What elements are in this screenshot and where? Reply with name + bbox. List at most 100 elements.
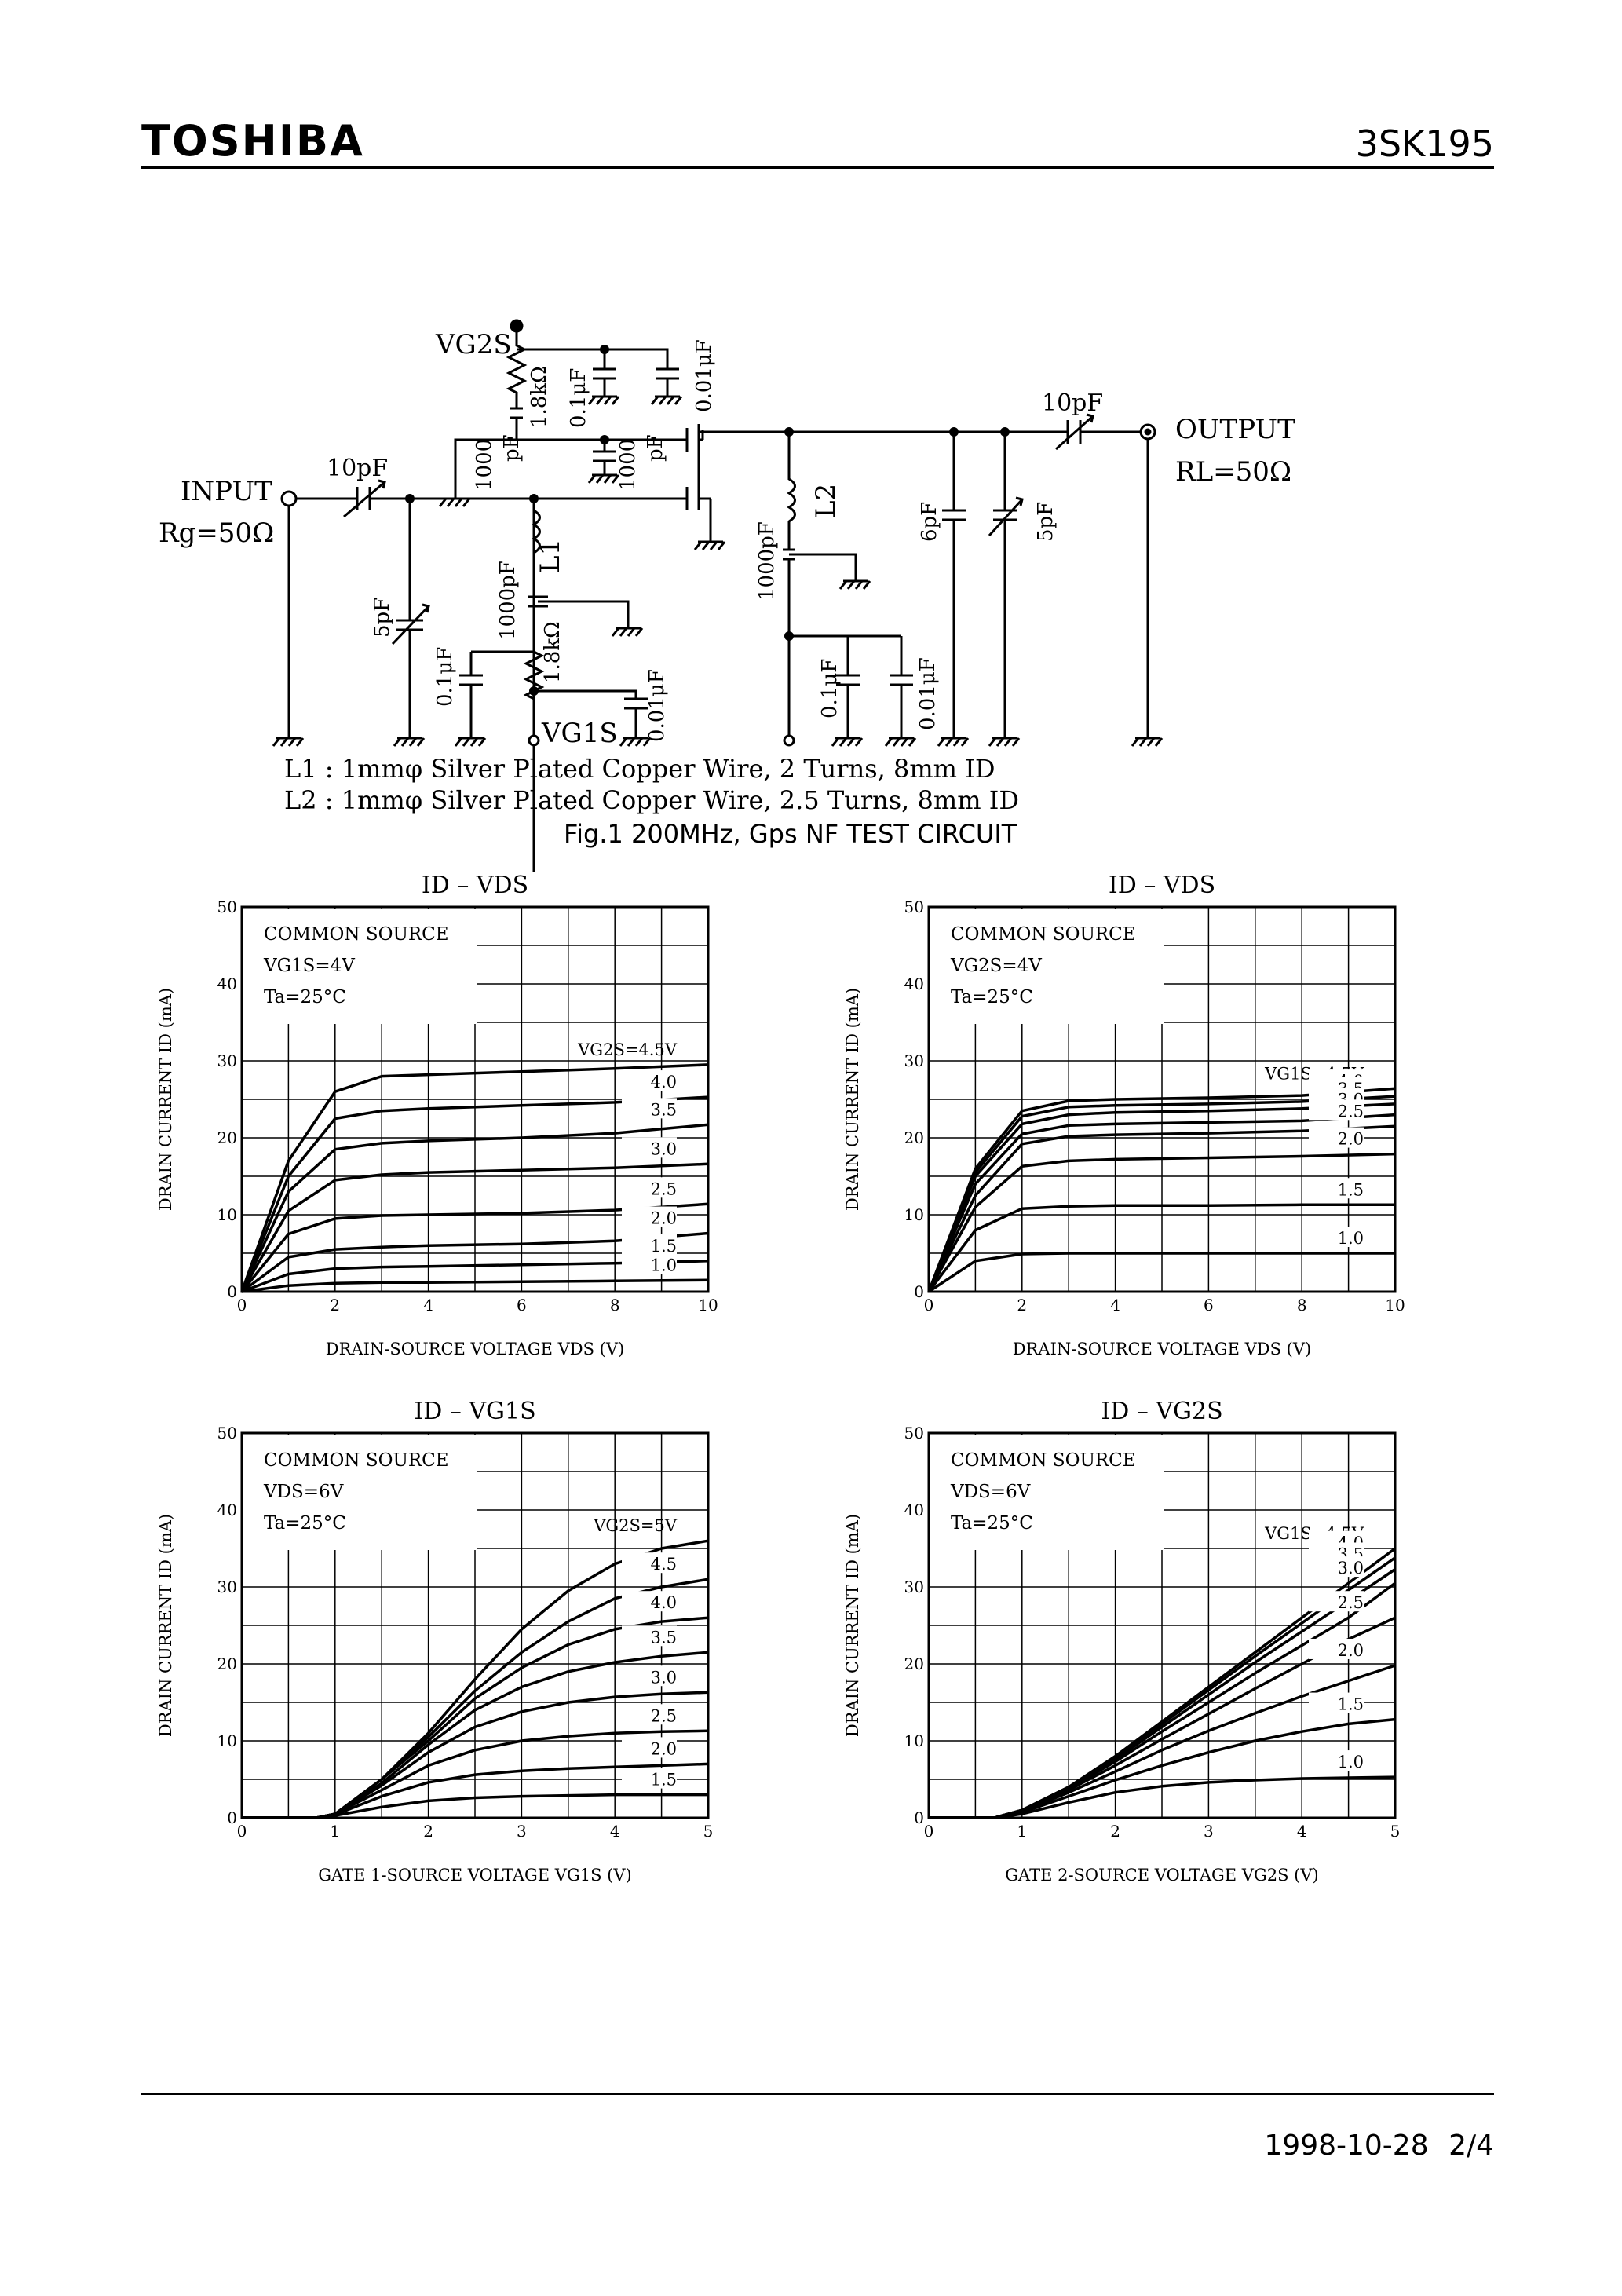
series-label-bg bbox=[622, 1253, 677, 1274]
chart-title: ID – VG2S bbox=[1101, 1398, 1222, 1425]
x-tick-label: 10 bbox=[1385, 1296, 1405, 1314]
y-tick-label: 20 bbox=[904, 1654, 924, 1673]
series-label: 1.0 bbox=[1338, 1229, 1364, 1248]
series-label-bg bbox=[1309, 1638, 1364, 1659]
series-label-bg bbox=[622, 1768, 677, 1789]
y-tick-label: 30 bbox=[904, 1051, 924, 1070]
series-line bbox=[241, 1260, 709, 1293]
series-label-bg bbox=[1309, 1591, 1364, 1612]
series-label: 2.0 bbox=[1338, 1130, 1364, 1149]
x-axis-label: GATE 1-SOURCE VOLTAGE VG1S (V) bbox=[318, 1866, 631, 1885]
y-tick-label: 20 bbox=[904, 1128, 924, 1147]
series-line bbox=[928, 1252, 1395, 1293]
series-label: 2.5 bbox=[1338, 1102, 1364, 1121]
x-tick-label: 8 bbox=[610, 1296, 620, 1314]
chart-condition: Ta=25°C bbox=[951, 1513, 1033, 1534]
series-label-bg bbox=[1309, 1178, 1364, 1199]
series-label-bg bbox=[622, 1177, 677, 1198]
series-line bbox=[241, 1278, 709, 1293]
footer: 1998-10-28 2/4 bbox=[1264, 2130, 1494, 2162]
series-label: 3.5 bbox=[651, 1628, 677, 1647]
series-label: 4.5 bbox=[651, 1555, 677, 1574]
y-tick-label: 10 bbox=[217, 1205, 237, 1224]
series-line bbox=[927, 1113, 1396, 1292]
brand-logo: TOSHIBA bbox=[141, 116, 364, 166]
x-tick-label: 2 bbox=[1017, 1296, 1027, 1314]
series-label: 1.5 bbox=[651, 1237, 677, 1256]
series-label: 4.0 bbox=[651, 1593, 677, 1612]
y-tick-label: 0 bbox=[914, 1808, 924, 1827]
input-label: INPUT bbox=[181, 476, 272, 507]
series-label-bg bbox=[1309, 1227, 1364, 1247]
chart-condition: VG1S=4V bbox=[263, 956, 355, 976]
c-1000pf-l1-label: 1000pF bbox=[496, 561, 520, 640]
vg2s-label: VG2S bbox=[435, 329, 512, 360]
y-tick-label: 10 bbox=[217, 1731, 237, 1750]
chart-condition: COMMON SOURCE bbox=[951, 924, 1136, 945]
series-line bbox=[240, 1162, 709, 1292]
chart-1: ID – VDS COMMON SOURCE VG1S=4V Ta=25°C 0 2 4 6 8… bbox=[156, 872, 718, 1358]
chart-title: ID – VG1S bbox=[414, 1398, 535, 1425]
ground-symbols bbox=[272, 395, 1164, 747]
chart-3: ID – VG1S COMMON SOURCE VDS=6V Ta=25°C 0 1 2 3 4… bbox=[156, 1398, 713, 1885]
series-line bbox=[240, 1123, 709, 1292]
x-tick-label: 0 bbox=[924, 1822, 934, 1841]
y-tick-label: 40 bbox=[904, 1501, 924, 1519]
series-label: 3.0 bbox=[1338, 1559, 1364, 1578]
y-tick-label: 40 bbox=[217, 974, 237, 993]
series-line bbox=[927, 1124, 1396, 1292]
series-label-bg bbox=[622, 1625, 677, 1647]
series-label-bg bbox=[1309, 1099, 1364, 1121]
rl-label: RL=50Ω bbox=[1175, 456, 1291, 488]
series-line bbox=[240, 1231, 709, 1293]
x-tick-label: 1 bbox=[1017, 1822, 1027, 1841]
y-tick-label: 30 bbox=[217, 1051, 237, 1070]
series-label-bg bbox=[1309, 1556, 1364, 1578]
x-tick-label: 4 bbox=[423, 1296, 433, 1314]
r-top-label: 1.8kΩ bbox=[528, 366, 551, 428]
series-label: 1.5 bbox=[651, 1771, 677, 1790]
series-label: 2.5 bbox=[651, 1179, 677, 1198]
page-number: 2/4 bbox=[1448, 2130, 1494, 2162]
plot-frame bbox=[927, 905, 1397, 1293]
x-axis-label: GATE 2-SOURCE VOLTAGE VG2S (V) bbox=[1005, 1866, 1318, 1885]
c-1000-b-unit: pF bbox=[644, 434, 667, 462]
series-label-bg bbox=[622, 1098, 677, 1119]
chart-condition: Ta=25°C bbox=[951, 987, 1033, 1007]
y-tick-label: 20 bbox=[217, 1654, 237, 1673]
x-tick-label: 4 bbox=[610, 1822, 620, 1841]
plot-frame bbox=[240, 1431, 710, 1819]
footer-rule bbox=[141, 2093, 1494, 2095]
c-5pf-in-label: 5pF bbox=[371, 598, 394, 638]
series-label: 3.0 bbox=[651, 1139, 677, 1158]
series-label-bg bbox=[622, 1704, 677, 1725]
part-number: 3SK195 bbox=[1355, 122, 1494, 165]
x-axis-label: DRAIN-SOURCE VOLTAGE VDS (V) bbox=[326, 1340, 624, 1358]
series-label-bg bbox=[622, 1234, 677, 1255]
revision-date: 1998-10-28 bbox=[1264, 2130, 1429, 2162]
y-tick-label: 50 bbox=[904, 898, 924, 916]
series-label-bg bbox=[622, 1665, 677, 1687]
x-tick-label: 2 bbox=[1110, 1822, 1120, 1841]
series-label-bg bbox=[622, 1137, 677, 1158]
y-tick-label: 50 bbox=[904, 1424, 924, 1442]
y-tick-label: 30 bbox=[217, 1578, 237, 1596]
series-label: 1.0 bbox=[1338, 1753, 1364, 1771]
series-label-bg bbox=[1309, 1692, 1364, 1713]
c-1000pf-l2-label: 1000pF bbox=[755, 521, 779, 601]
x-tick-label: 0 bbox=[237, 1822, 247, 1841]
conditions-box bbox=[243, 1435, 477, 1550]
series-line bbox=[240, 1202, 709, 1293]
series-line bbox=[927, 1152, 1396, 1292]
x-tick-label: 3 bbox=[517, 1822, 527, 1841]
series-line bbox=[927, 1203, 1395, 1293]
series-label: 1.5 bbox=[1338, 1180, 1364, 1199]
y-tick-label: 40 bbox=[904, 974, 924, 993]
chart-condition: COMMON SOURCE bbox=[951, 1450, 1136, 1471]
chart-2: ID – VDS COMMON SOURCE VG2S=4V Ta=25°C 0 2 4 6 8… bbox=[843, 872, 1405, 1358]
y-tick-label: 30 bbox=[904, 1578, 924, 1596]
y-tick-label: 10 bbox=[904, 1205, 924, 1224]
header-rule bbox=[141, 166, 1494, 169]
series-label: 4.0 bbox=[651, 1073, 677, 1091]
x-tick-label: 2 bbox=[423, 1822, 433, 1841]
